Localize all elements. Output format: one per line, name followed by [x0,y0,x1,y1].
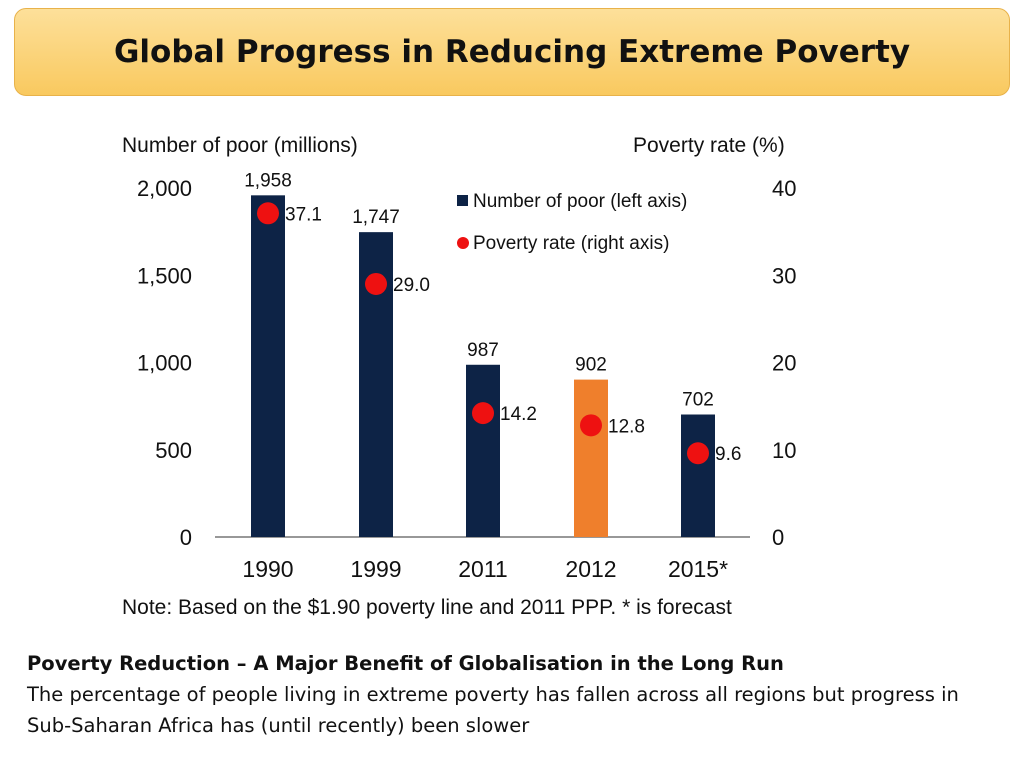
legend-dot-label: Poverty rate (right axis) [473,233,669,254]
y-tick-label-left: 2,000 [137,176,192,201]
rate-value-label: 37.1 [285,204,322,225]
bar [681,414,715,537]
bar-value-label: 702 [682,390,714,411]
title-banner: Global Progress in Reducing Extreme Pove… [14,8,1010,96]
poverty-chart: Number of poor (millions) Poverty rate (%… [122,134,796,619]
bar-value-label: 902 [575,355,607,376]
bar [574,379,608,537]
y-tick-label-left: 1,500 [137,263,192,288]
x-tick-label: 1990 [242,556,293,582]
x-tick-label: 2011 [458,556,507,582]
bar [466,364,500,537]
y-axis-title-left: Number of poor (millions) [122,134,358,157]
rate-value-label: 14.2 [500,404,537,425]
y-tick-label-left: 1,000 [137,351,192,376]
x-tick-label: 1999 [350,556,401,582]
y-tick-label-left: 500 [155,438,192,463]
caption: Poverty Reduction – A Major Benefit of G… [27,648,1007,741]
bar-value-label: 987 [467,340,499,361]
rate-value-label: 9.6 [715,444,741,465]
legend-bar-swatch [457,195,468,206]
bar [251,195,285,538]
rate-point [580,414,602,437]
rate-point [472,402,494,425]
y-tick-label-right: 40 [772,176,796,201]
y-tick-label-right: 10 [772,438,796,463]
y-tick-label-right: 30 [772,263,796,288]
slide-title: Global Progress in Reducing Extreme Pove… [113,34,911,70]
legend-bar-label: Number of poor (left axis) [473,191,687,212]
y-tick-label-right: 20 [772,351,796,376]
y-tick-label-left: 0 [180,525,192,550]
rate-point [687,442,709,465]
chart-note: Note: Based on the $1.90 poverty line an… [122,596,732,619]
caption-heading: Poverty Reduction – A Major Benefit of G… [27,652,784,675]
y-tick-label-right: 0 [772,525,784,550]
legend-dot-swatch [457,237,469,249]
rate-point [257,202,279,225]
rate-value-label: 29.0 [393,275,430,296]
bar-value-label: 1,747 [352,207,400,228]
rate-value-label: 12.8 [608,416,645,437]
x-tick-label: 2012 [565,556,616,582]
caption-body: The percentage of people living in extre… [27,683,959,737]
bar-value-label: 1,958 [244,170,292,191]
rate-point [365,272,387,295]
x-tick-label: 2015* [668,556,728,582]
y-axis-title-right: Poverty rate (%) [633,134,785,157]
